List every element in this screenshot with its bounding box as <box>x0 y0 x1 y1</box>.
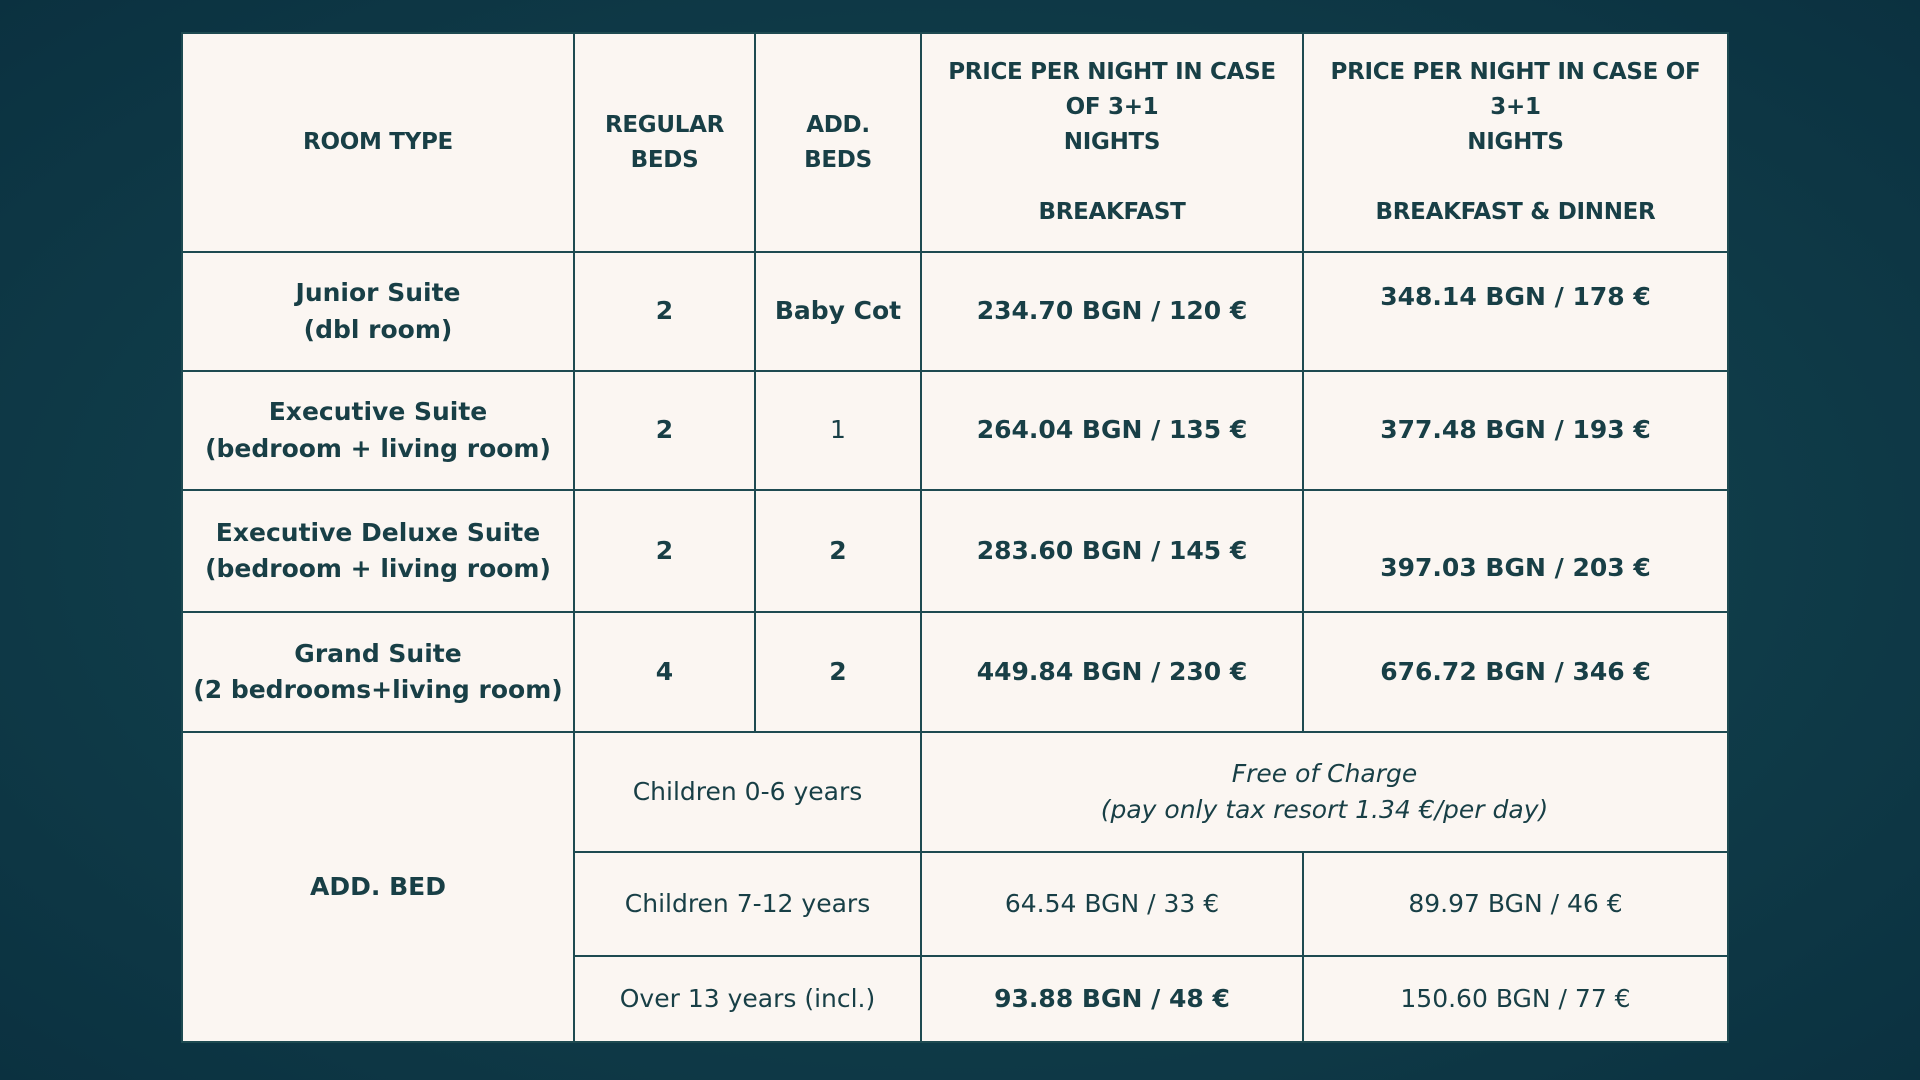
row: Executive Deluxe Suite (bedroom + living… <box>181 489 1729 613</box>
cell: 234.70 BGN / 120 € <box>920 251 1304 372</box>
cell: 1 <box>754 370 922 491</box>
price-table: ROOM TYPE REGULAR BEDS ADD. BEDS PRICE P… <box>181 32 1729 1043</box>
cell: 377.48 BGN / 193 € <box>1302 370 1729 491</box>
cell: 348.14 BGN / 178 € <box>1302 251 1729 372</box>
cell: 2 <box>573 489 756 613</box>
age-cell: Children 0-6 years <box>573 731 922 853</box>
cell: Grand Suite (2 bedrooms+living room) <box>181 611 575 733</box>
age-cell: Over 13 years (incl.) <box>573 955 922 1043</box>
add-bed-row: Over 13 years (incl.) 93.88 BGN / 48 € 1… <box>182 955 1729 1043</box>
cell: 2 <box>754 611 922 733</box>
cell: 4 <box>573 611 756 733</box>
header-cell: PRICE PER NIGHT IN CASE OF 3+1 NIGHTS BR… <box>1302 32 1729 253</box>
free-of-charge: Free of Charge (pay only tax resort 1.34… <box>920 731 1729 853</box>
age-cell: Children 7-12 years <box>573 851 922 957</box>
header-cell: ADD. BEDS <box>754 32 922 253</box>
cell: 2 <box>573 370 756 491</box>
cell: 150.60 BGN / 77 € <box>1302 955 1729 1043</box>
cell: Executive Deluxe Suite (bedroom + living… <box>181 489 575 613</box>
cell: 93.88 BGN / 48 € <box>920 955 1304 1043</box>
header-cell: ROOM TYPE <box>181 32 575 253</box>
cell: 2 <box>754 489 922 613</box>
cell: 2 <box>573 251 756 372</box>
add-bed-row: ADD. BED Children 0-6 years Free of Char… <box>181 731 1729 1043</box>
row: Grand Suite (2 bedrooms+living room) 4 2… <box>181 611 1729 733</box>
row: Executive Suite (bedroom + living room) … <box>181 370 1729 491</box>
cell: Executive Suite (bedroom + living room) <box>181 370 575 491</box>
cell: 264.04 BGN / 135 € <box>920 370 1304 491</box>
cell: 64.54 BGN / 33 € <box>920 851 1304 957</box>
cell: 283.60 BGN / 145 € <box>920 489 1304 613</box>
cell: Baby Cot <box>754 251 922 372</box>
cell: 89.97 BGN / 46 € <box>1302 851 1729 957</box>
row: Junior Suite (dbl room) 2 Baby Cot 234.7… <box>181 251 1729 372</box>
add-bed-row: Children 7-12 years 64.54 BGN / 33 € 89.… <box>182 851 1729 957</box>
cell: 676.72 BGN / 346 € <box>1302 611 1729 733</box>
cell: Junior Suite (dbl room) <box>181 251 575 372</box>
cell: 397.03 BGN / 203 € <box>1302 489 1729 613</box>
cell: 449.84 BGN / 230 € <box>920 611 1304 733</box>
header-cell: REGULAR BEDS <box>573 32 756 253</box>
add-bed-label: ADD. BED <box>181 731 575 1043</box>
header-cell: PRICE PER NIGHT IN CASE OF 3+1 NIGHTS BR… <box>920 32 1304 253</box>
header-row: ROOM TYPE REGULAR BEDS ADD. BEDS PRICE P… <box>181 32 1729 253</box>
